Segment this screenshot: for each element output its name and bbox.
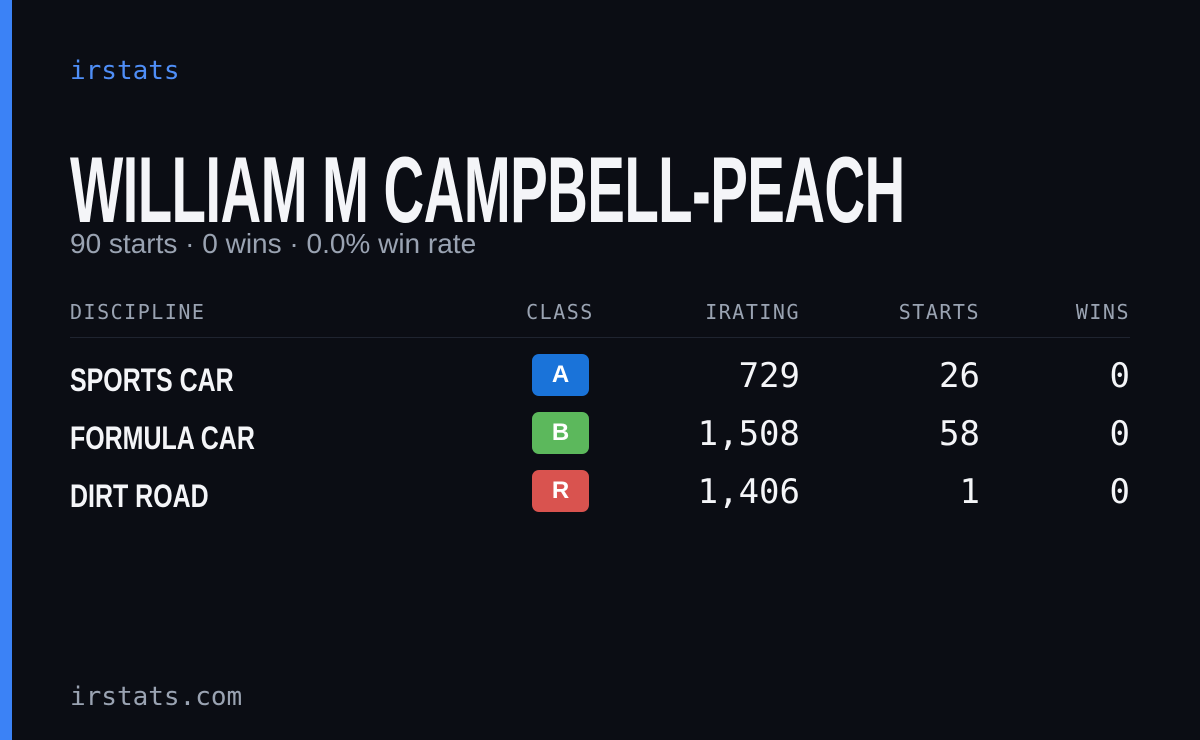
cell: 58 <box>939 414 980 454</box>
header-rule <box>70 337 1130 338</box>
discipline: SPORTS CAR <box>70 362 234 398</box>
subtitle: 90 starts · 0 wins · 0.0% win rate <box>70 228 477 259</box>
cell: 1,508 <box>697 414 800 454</box>
cell: 0 <box>1109 472 1130 512</box>
accent-bar <box>0 0 12 740</box>
cell: 729 <box>738 356 800 396</box>
class-badge: B <box>532 412 589 454</box>
cell: 0 <box>1109 356 1130 396</box>
footer: irstats.com <box>70 682 243 712</box>
cell: 0 <box>1109 414 1130 454</box>
column-header: CLASS <box>526 300 594 324</box>
column-header: WINS <box>1075 300 1130 324</box>
cell: 26 <box>939 356 980 396</box>
title: WILLIAM M CAMPBELL-PEACH <box>70 137 905 242</box>
brand: irstats <box>70 56 180 86</box>
column-header: IRATING <box>705 300 800 324</box>
column-header: DISCIPLINE <box>70 300 206 324</box>
cell: 1,406 <box>697 472 800 512</box>
discipline: FORMULA CAR <box>70 420 255 456</box>
class-badge: R <box>532 470 589 512</box>
discipline: DIRT ROAD <box>70 478 209 514</box>
column-header: STARTS <box>898 300 980 324</box>
class-badge: A <box>532 354 589 396</box>
cell: 1 <box>959 472 980 512</box>
